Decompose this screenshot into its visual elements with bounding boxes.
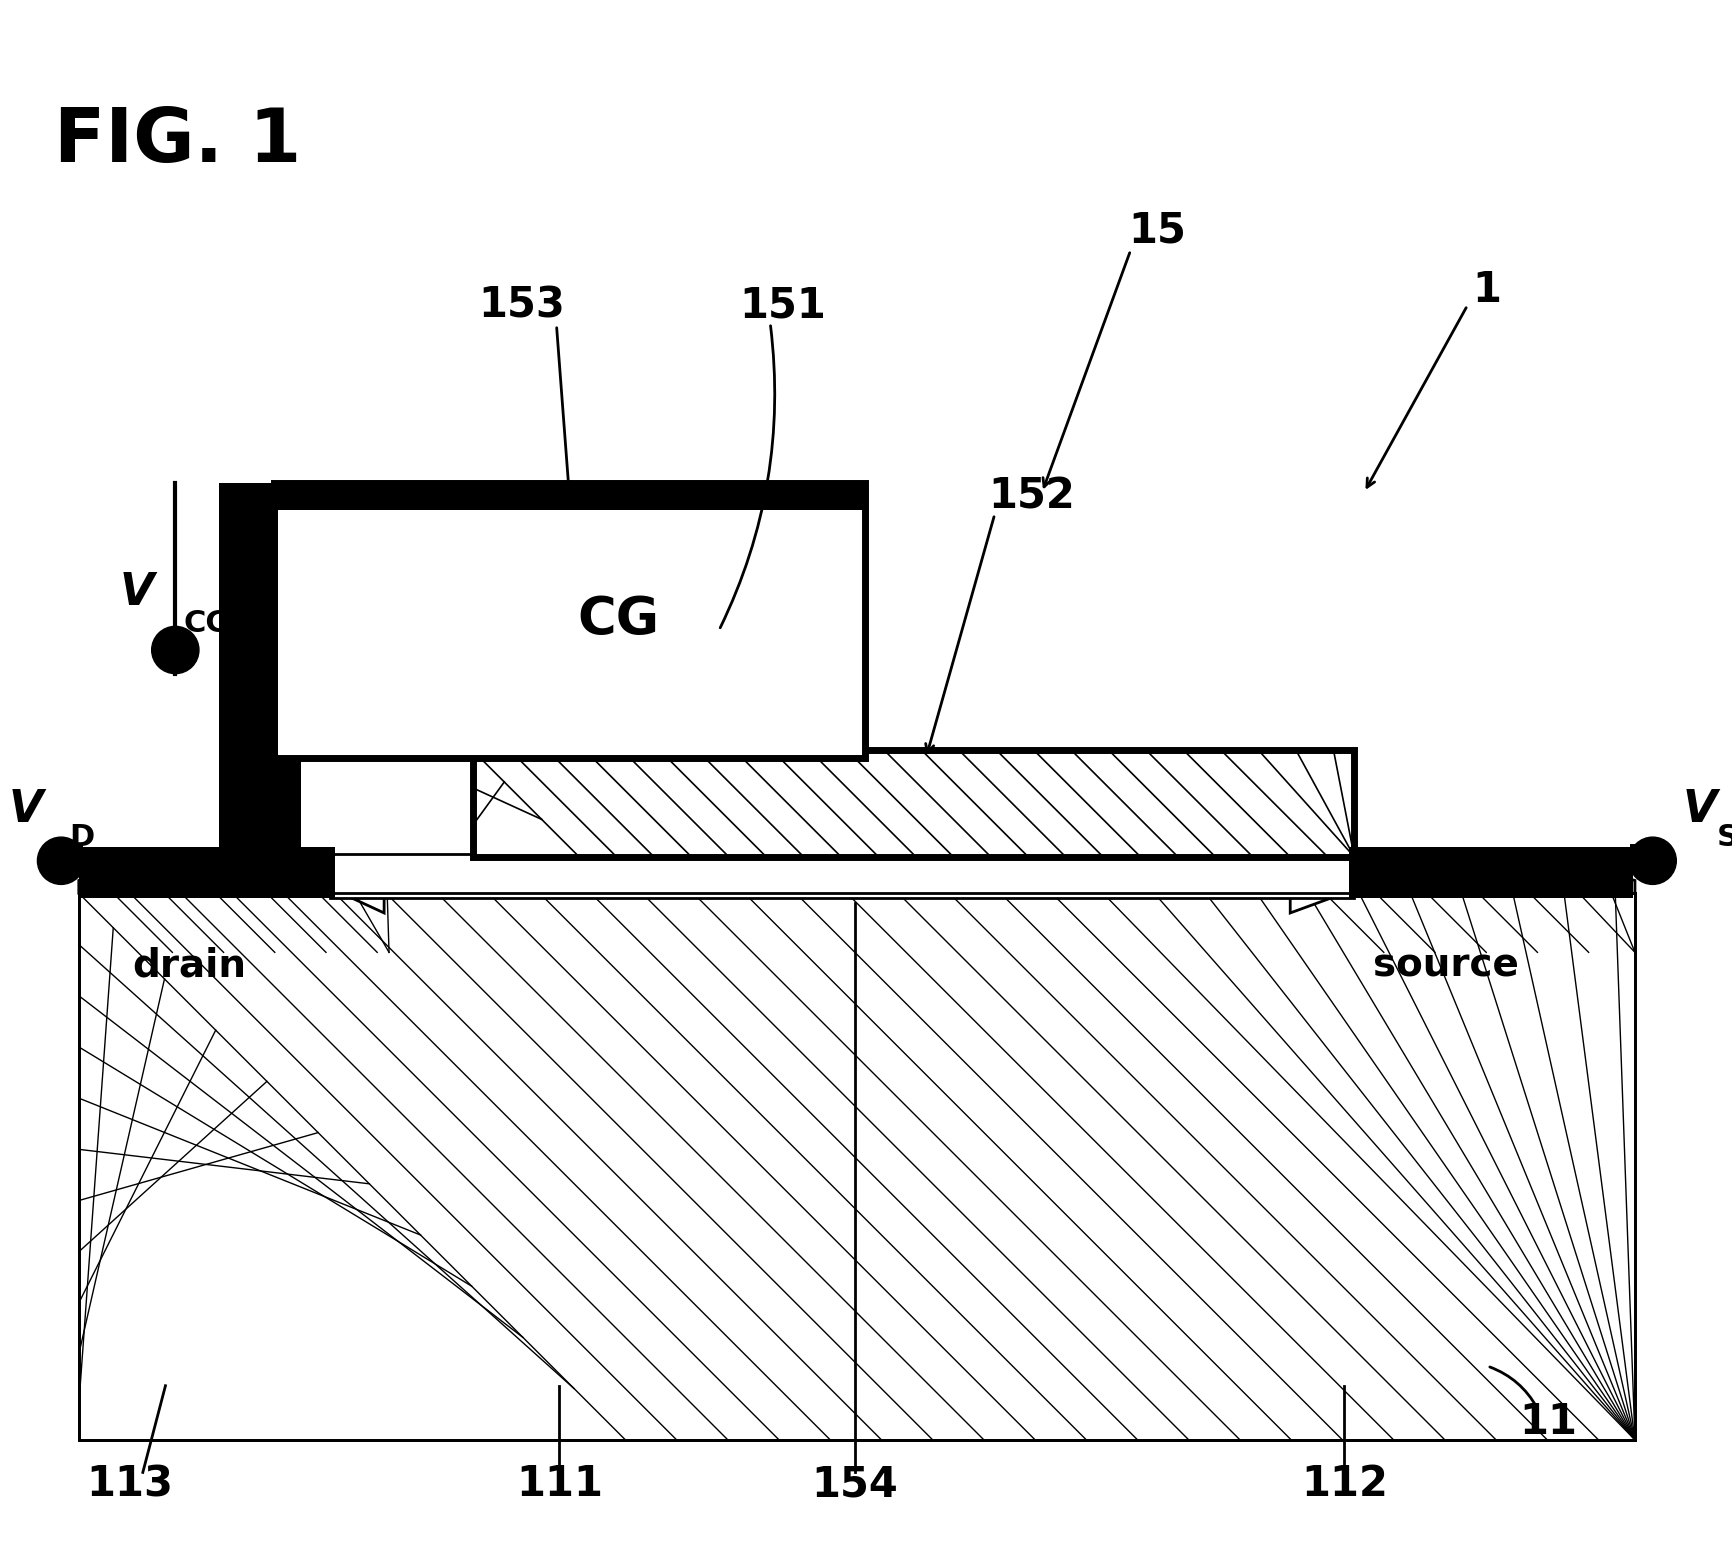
Circle shape	[152, 627, 199, 674]
Text: V: V	[9, 788, 43, 831]
Text: FIG. 1: FIG. 1	[54, 106, 301, 178]
Text: 112: 112	[1301, 1463, 1387, 1505]
Text: CG: CG	[577, 594, 660, 646]
Circle shape	[1630, 838, 1677, 885]
Text: drain: drain	[132, 947, 246, 984]
Text: V: V	[120, 571, 154, 615]
Bar	[78, 860, 385, 894]
Text: CG: CG	[184, 608, 230, 638]
Text: 151: 151	[740, 284, 826, 326]
Polygon shape	[78, 864, 385, 913]
Bar	[78, 847, 334, 899]
Bar	[78, 894, 1635, 1440]
Text: D: D	[69, 824, 94, 852]
Text: 15: 15	[1128, 209, 1186, 251]
Circle shape	[38, 838, 85, 885]
Bar	[274, 847, 277, 899]
Text: 111: 111	[516, 1463, 603, 1505]
Bar	[274, 482, 864, 758]
Bar	[473, 750, 1354, 856]
Bar	[274, 482, 864, 510]
Text: V: V	[1682, 788, 1716, 831]
Bar	[1349, 847, 1633, 899]
Bar	[1290, 860, 1635, 894]
Text: 153: 153	[478, 284, 565, 326]
Bar	[473, 621, 863, 755]
Bar	[473, 621, 863, 755]
Text: 11: 11	[1519, 1401, 1578, 1443]
Text: 113: 113	[87, 1463, 173, 1505]
Text: 154: 154	[812, 1463, 899, 1505]
Bar	[329, 853, 1354, 899]
Text: 152: 152	[989, 476, 1076, 518]
Bar	[473, 750, 1354, 856]
Polygon shape	[1290, 864, 1635, 913]
Text: source: source	[1373, 947, 1519, 984]
Text: 1: 1	[1472, 268, 1502, 310]
Bar	[274, 758, 301, 847]
Bar	[218, 482, 277, 899]
Text: S: S	[1716, 824, 1732, 852]
